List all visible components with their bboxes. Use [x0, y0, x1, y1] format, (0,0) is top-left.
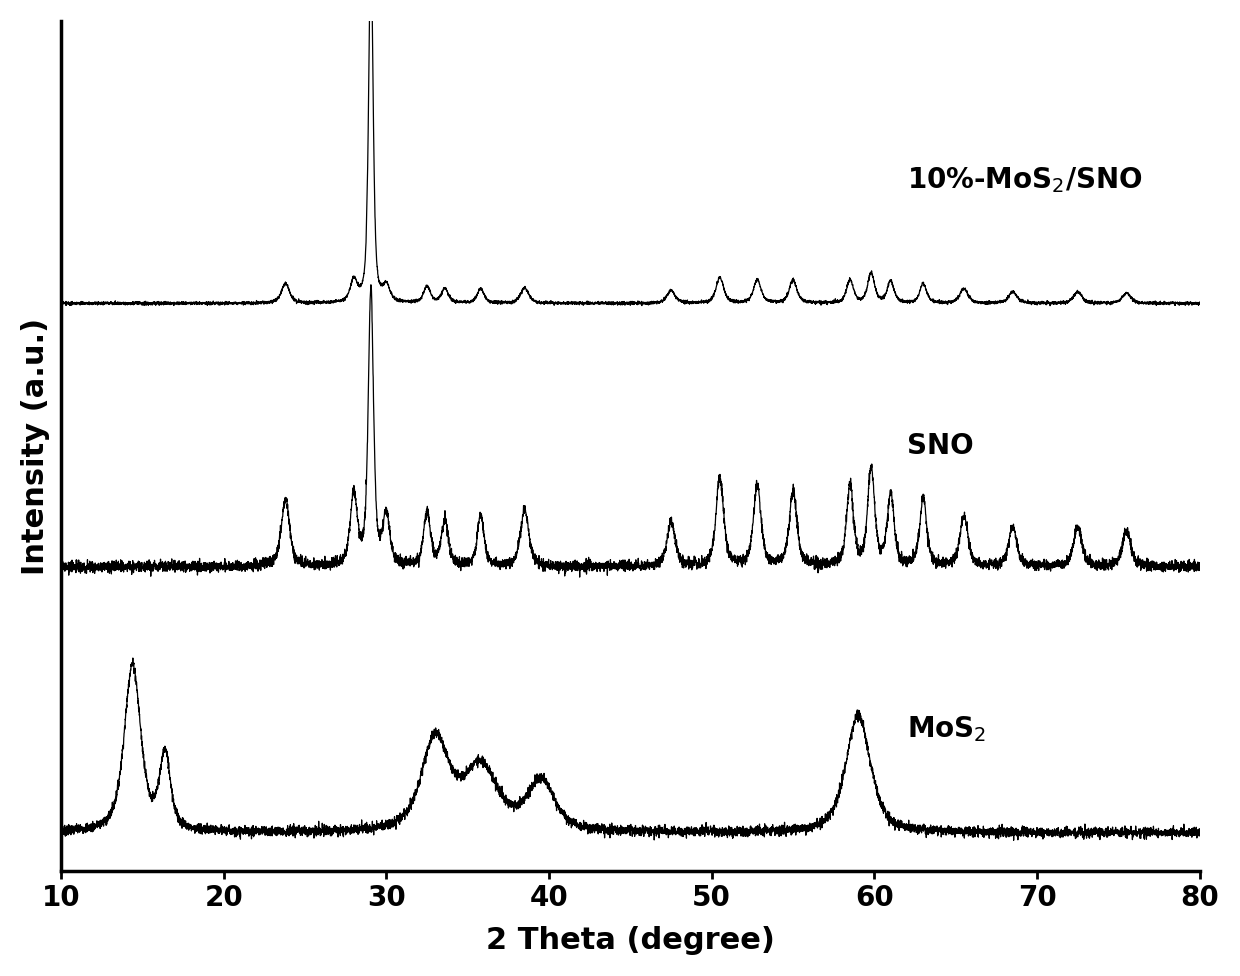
Y-axis label: Intensity (a.u.): Intensity (a.u.) [21, 317, 50, 575]
Text: MoS$_2$: MoS$_2$ [906, 714, 986, 745]
Text: 10%-MoS$_2$/SNO: 10%-MoS$_2$/SNO [906, 165, 1142, 195]
Text: SNO: SNO [906, 432, 973, 460]
X-axis label: 2 Theta (degree): 2 Theta (degree) [486, 926, 775, 956]
